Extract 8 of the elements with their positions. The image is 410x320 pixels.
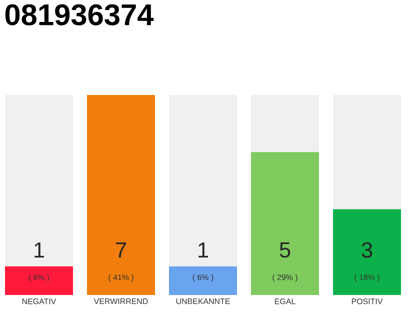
data-label: 3 xyxy=(362,242,372,258)
data-label: 1 xyxy=(198,242,208,258)
chart-title: 081936374 xyxy=(5,4,154,26)
data-label: 1 xyxy=(34,242,44,258)
data-label: 7 xyxy=(116,242,126,258)
bar xyxy=(5,266,73,295)
data-label: 5 xyxy=(280,242,290,258)
bar xyxy=(169,266,238,295)
